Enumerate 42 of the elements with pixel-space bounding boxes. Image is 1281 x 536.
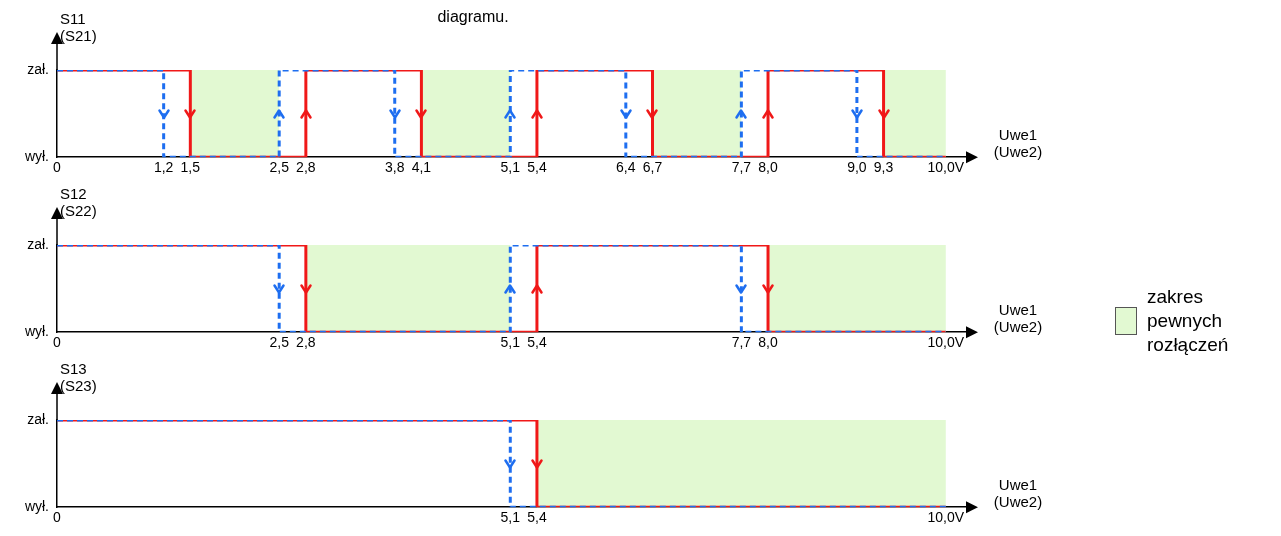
text: wył. [23,498,49,515]
text: wył. [23,148,49,165]
text: zał. [27,60,49,77]
x-tick-label: 9,3 [873,159,894,176]
x-tick-label: 10,0V [927,509,965,526]
x-tick-label: 8,0 [758,159,778,176]
x-tick-label: 2,8 [296,159,316,176]
text: zakres pewnych rozłączeń [1147,285,1230,357]
x-tick-label: 4,1 [411,159,432,176]
x-tick-label: 0 [53,334,62,351]
x-tick-label: 7,7 [731,159,752,176]
x-tick-label: 10,0V [927,159,965,176]
x-tick-label: 9,0 [847,159,867,176]
chart-title: diagramu. [436,8,510,26]
x-tick-label: 2,8 [296,334,316,351]
x-tick-label: 5,1 [500,509,521,526]
x-tick-label: 2,5 [269,159,290,176]
x-tick-label: 1,5 [180,159,201,176]
x-axis-title: Uwe1 (Uwe2) [992,126,1044,160]
text: zał. [27,410,49,427]
x-axis-title: Uwe1 (Uwe2) [992,301,1044,335]
text: zał. [27,235,49,252]
text: wył. [23,323,49,340]
x-tick-label: 0 [53,509,62,526]
x-tick-label: 6,4 [616,159,636,176]
x-tick-label: 0 [53,159,62,176]
x-tick-label: 5,4 [527,334,547,351]
x-tick-label: 8,0 [758,334,778,351]
x-axis-title: Uwe1 (Uwe2) [992,476,1044,510]
y-axis-title: S11 (S21) [60,10,98,44]
x-tick-label: 5,4 [527,509,547,526]
x-tick-label: 3,8 [385,159,405,176]
x-tick-label: 5,1 [500,334,521,351]
x-tick-label: 5,4 [527,159,547,176]
x-tick-label: 1,2 [153,159,174,176]
y-axis-title: S13 (S23) [60,360,98,394]
x-tick-label: 6,7 [642,159,663,176]
x-tick-label: 7,7 [731,334,752,351]
x-tick-label: 10,0V [927,334,965,351]
x-tick-label: 5,1 [500,159,521,176]
y-axis-title: S12 (S22) [60,185,98,219]
x-tick-label: 2,5 [269,334,290,351]
